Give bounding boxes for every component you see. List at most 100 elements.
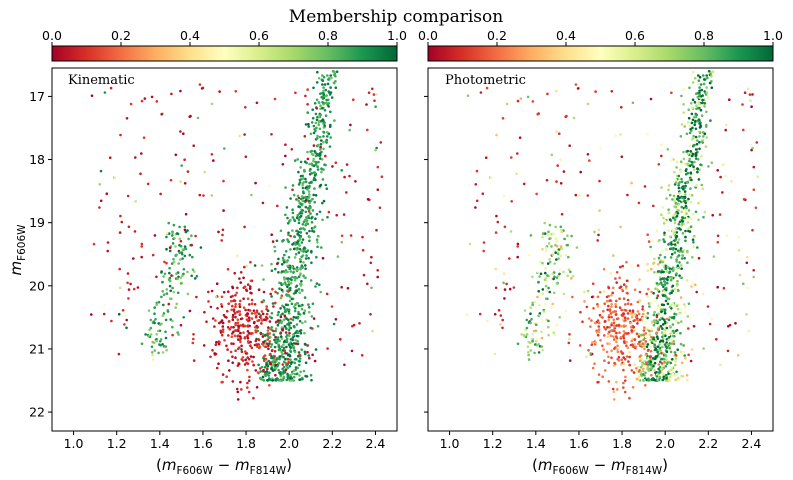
kinematic-star-point	[304, 257, 308, 260]
photometric-star-point	[636, 322, 639, 325]
photometric-star-point	[547, 242, 551, 245]
kinematic-star-point	[151, 358, 155, 361]
photometric-star-point	[547, 319, 550, 323]
photometric-star-point	[659, 308, 663, 311]
photometric-star-point	[663, 357, 666, 361]
kinematic-star-point	[164, 345, 168, 348]
kinematic-star-point	[281, 367, 284, 371]
photometric-star-point	[474, 183, 478, 186]
photometric-star-point	[683, 125, 686, 128]
kinematic-star-point	[299, 231, 303, 234]
kinematic-star-point	[118, 267, 121, 271]
kinematic-star-point	[262, 278, 265, 281]
kinematic-star-point	[300, 241, 304, 244]
photometric-star-point	[686, 152, 690, 156]
kinematic-star-point	[321, 106, 324, 110]
kinematic-star-point	[113, 176, 116, 179]
photometric-star-point	[698, 147, 701, 151]
photometric-star-point	[671, 358, 674, 361]
photometric-colorbar-bar	[427, 45, 774, 62]
photometric-star-point	[544, 266, 547, 270]
kinematic-star-point	[276, 204, 279, 208]
kinematic-star-point	[285, 345, 288, 349]
kinematic-star-point	[289, 286, 292, 290]
photometric-star-point	[602, 348, 605, 351]
photometric-star-point	[604, 369, 607, 372]
kinematic-star-point	[144, 333, 147, 336]
photometric-star-point	[710, 318, 714, 321]
photometric-star-point	[559, 245, 563, 248]
photometric-star-point	[650, 335, 653, 339]
kinematic-star-point	[259, 367, 262, 370]
kinematic-star-point	[129, 282, 132, 286]
photometric-star-point	[648, 329, 651, 333]
kinematic-star-point	[327, 102, 331, 105]
photometric-star-point	[662, 285, 665, 289]
photometric-star-point	[689, 128, 692, 131]
kinematic-star-point	[298, 227, 302, 231]
photometric-star-point	[618, 331, 621, 335]
photometric-star-point	[671, 229, 675, 233]
kinematic-star-point	[271, 287, 274, 291]
kinematic-star-point	[308, 239, 311, 243]
kinematic-star-point	[294, 342, 298, 345]
photometric-star-point	[684, 356, 687, 360]
photometric-star-point	[541, 247, 544, 251]
kinematic-star-point	[342, 213, 346, 216]
photometric-star-point	[639, 366, 643, 369]
kinematic-star-point	[294, 276, 298, 280]
photometric-star-point	[697, 256, 701, 260]
kinematic-star-point	[316, 234, 320, 238]
kinematic-star-point	[291, 208, 294, 211]
photometric-star-point	[658, 238, 661, 242]
kinematic-star-point	[276, 340, 279, 343]
kinematic-star-point	[315, 137, 319, 140]
kinematic-star-point	[285, 378, 289, 382]
photometric-star-point	[635, 367, 638, 370]
kinematic-star-point	[300, 288, 304, 292]
photometric-star-point	[658, 360, 662, 364]
kinematic-star-point	[161, 290, 164, 293]
kinematic-star-point	[252, 355, 255, 359]
photometric-star-point	[660, 362, 664, 365]
photometric-star-point	[669, 278, 673, 282]
photometric-star-point	[527, 358, 531, 361]
photometric-star-point	[681, 220, 684, 223]
photometric-star-point	[683, 354, 686, 357]
photometric-star-point	[555, 239, 559, 243]
photometric-star-point	[657, 312, 660, 316]
kinematic-star-point	[296, 268, 299, 272]
photometric-star-point	[626, 193, 629, 197]
kinematic-star-point	[220, 333, 224, 337]
photometric-star-point	[643, 347, 646, 351]
photometric-star-point	[542, 310, 546, 313]
kinematic-star-point	[303, 135, 307, 138]
photometric-star-point	[468, 242, 472, 246]
kinematic-star-point	[160, 270, 163, 273]
kinematic-star-point	[287, 233, 290, 237]
kinematic-star-point	[350, 349, 354, 353]
photometric-star-point	[625, 285, 628, 288]
kinematic-star-point	[249, 340, 252, 344]
kinematic-star-point	[127, 225, 131, 229]
kinematic-star-point	[170, 262, 174, 265]
kinematic-star-point	[307, 256, 310, 260]
kinematic-star-point	[312, 131, 316, 135]
photometric-star-point	[559, 228, 563, 232]
kinematic-star-point	[218, 341, 221, 344]
photometric-star-point	[591, 366, 595, 370]
photometric-star-point	[646, 295, 649, 298]
photometric-star-point	[650, 363, 653, 367]
kinematic-star-point	[321, 218, 324, 222]
kinematic-colorbar-tick-label: 0.0	[42, 28, 62, 43]
kinematic-star-point	[315, 255, 318, 259]
kinematic-star-point	[272, 329, 275, 333]
photometric-star-point	[666, 297, 670, 301]
kinematic-star-point	[265, 373, 269, 376]
photometric-star-point	[615, 380, 618, 384]
photometric-star-point	[562, 292, 566, 296]
kinematic-star-point	[287, 255, 291, 259]
kinematic-star-point	[220, 295, 224, 299]
kinematic-star-point	[140, 99, 144, 103]
photometric-star-point	[585, 305, 589, 309]
